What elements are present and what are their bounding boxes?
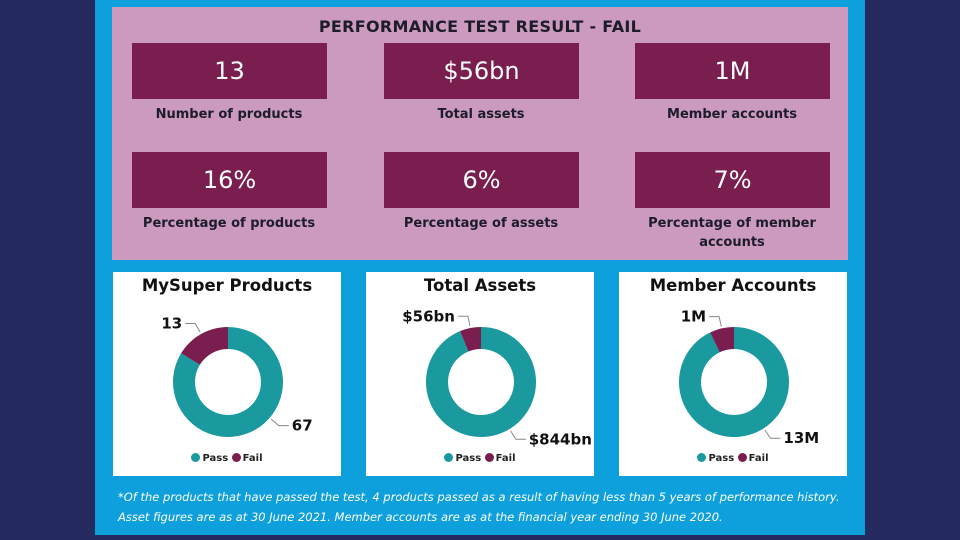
donut-chart: $56bn $844bn <box>402 307 592 448</box>
kpi-label: Member accounts <box>667 107 797 122</box>
donut-card-products: 13 67 MySuper Products Pass Fail <box>113 272 341 476</box>
kpi-tile-pct-products: 16% <box>132 152 327 208</box>
legend-pass: Pass <box>708 453 735 464</box>
leader-line <box>185 323 201 333</box>
pass-data-label: 13M <box>783 429 819 447</box>
fail-data-label: 13 <box>161 315 182 333</box>
kpi-tile-assets: $56bn <box>384 43 579 99</box>
donut-chart: 13 67 <box>161 315 313 437</box>
chart-title: Member Accounts <box>649 276 817 295</box>
kpi-label: Percentage of products <box>142 216 316 231</box>
pass-data-label: 67 <box>292 417 313 435</box>
donut-card-members: 1M 13M Member Accounts Pass Fail <box>619 272 847 476</box>
legend: Pass Fail <box>366 453 594 464</box>
footnote-line: *Of the products that have passed the te… <box>118 490 840 504</box>
leader-line <box>510 430 526 440</box>
footnote-line: Asset figures are as at 30 June 2021. Me… <box>118 510 723 524</box>
pass-dot-icon <box>444 453 454 462</box>
donut-chart: 1M 13M <box>679 308 819 447</box>
kpi-tile-pct-members: 7% <box>635 152 830 208</box>
leader-line <box>457 315 471 327</box>
chart-title: Total Assets <box>423 276 537 295</box>
legend-pass: Pass <box>202 453 229 464</box>
fail-dot-icon <box>484 453 494 462</box>
pass-data-label: $844bn <box>529 430 592 448</box>
pass-slice <box>426 327 536 437</box>
pass-dot-icon <box>191 453 201 462</box>
fail-data-label: 1M <box>681 308 706 326</box>
legend-fail: Fail <box>242 453 263 464</box>
fail-slice <box>460 327 481 352</box>
fail-data-label: $56bn <box>402 307 455 325</box>
fail-slice <box>710 327 734 353</box>
kpi-label: Percentage of member accounts <box>648 216 816 250</box>
kpi-panel: PERFORMANCE TEST RESULT - FAIL 13 Number… <box>112 7 848 260</box>
fail-dot-icon <box>737 453 747 462</box>
legend: Pass Fail <box>113 453 341 464</box>
legend: Pass Fail <box>619 453 847 464</box>
page-title: PERFORMANCE TEST RESULT - FAIL <box>318 17 642 36</box>
pass-dot-icon <box>697 453 707 462</box>
kpi-label: Percentage of assets <box>403 216 559 231</box>
leader-line <box>764 429 781 439</box>
kpi-tile-members: 1M <box>635 43 830 99</box>
chart-title: MySuper Products <box>141 276 313 295</box>
kpi-label: Number of products <box>155 107 303 122</box>
pass-slice <box>679 327 789 437</box>
legend-pass: Pass <box>455 453 482 464</box>
kpi-label: Total assets <box>437 107 525 122</box>
leader-line <box>270 418 289 427</box>
leader-line <box>709 316 722 327</box>
footnote: *Of the products that have passed the te… <box>118 487 840 527</box>
legend-fail: Fail <box>748 453 769 464</box>
kpi-tile-pct-assets: 6% <box>384 152 579 208</box>
kpi-tile-products: 13 <box>132 43 327 99</box>
donut-card-assets: $56bn $844bn Total Assets Pass Fail <box>366 272 594 476</box>
fail-dot-icon <box>231 453 241 462</box>
fail-slice <box>181 327 228 365</box>
pass-slice <box>173 327 283 437</box>
legend-fail: Fail <box>495 453 516 464</box>
